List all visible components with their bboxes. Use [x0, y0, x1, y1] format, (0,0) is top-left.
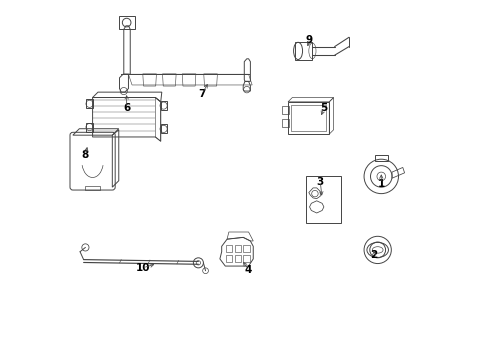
Text: 2: 2 — [370, 250, 378, 260]
Bar — [243, 255, 250, 262]
Bar — [295, 42, 313, 59]
Bar — [375, 155, 388, 161]
Bar — [288, 102, 329, 134]
Bar — [119, 16, 135, 30]
Text: 5: 5 — [320, 103, 327, 113]
Bar — [282, 107, 289, 114]
Text: 7: 7 — [198, 89, 206, 99]
Bar — [243, 245, 250, 252]
Bar — [226, 245, 232, 252]
Bar — [291, 105, 326, 131]
Text: 1: 1 — [378, 179, 385, 189]
Bar — [306, 176, 341, 223]
Text: 9: 9 — [306, 35, 313, 45]
Bar — [85, 186, 100, 190]
Text: 3: 3 — [317, 177, 324, 187]
Text: 8: 8 — [82, 150, 89, 160]
Text: 6: 6 — [123, 103, 130, 113]
Bar — [235, 255, 241, 262]
Bar — [235, 245, 241, 252]
Bar — [226, 255, 232, 262]
Text: 10: 10 — [136, 263, 150, 273]
Bar — [282, 119, 289, 127]
Text: 4: 4 — [245, 265, 252, 275]
